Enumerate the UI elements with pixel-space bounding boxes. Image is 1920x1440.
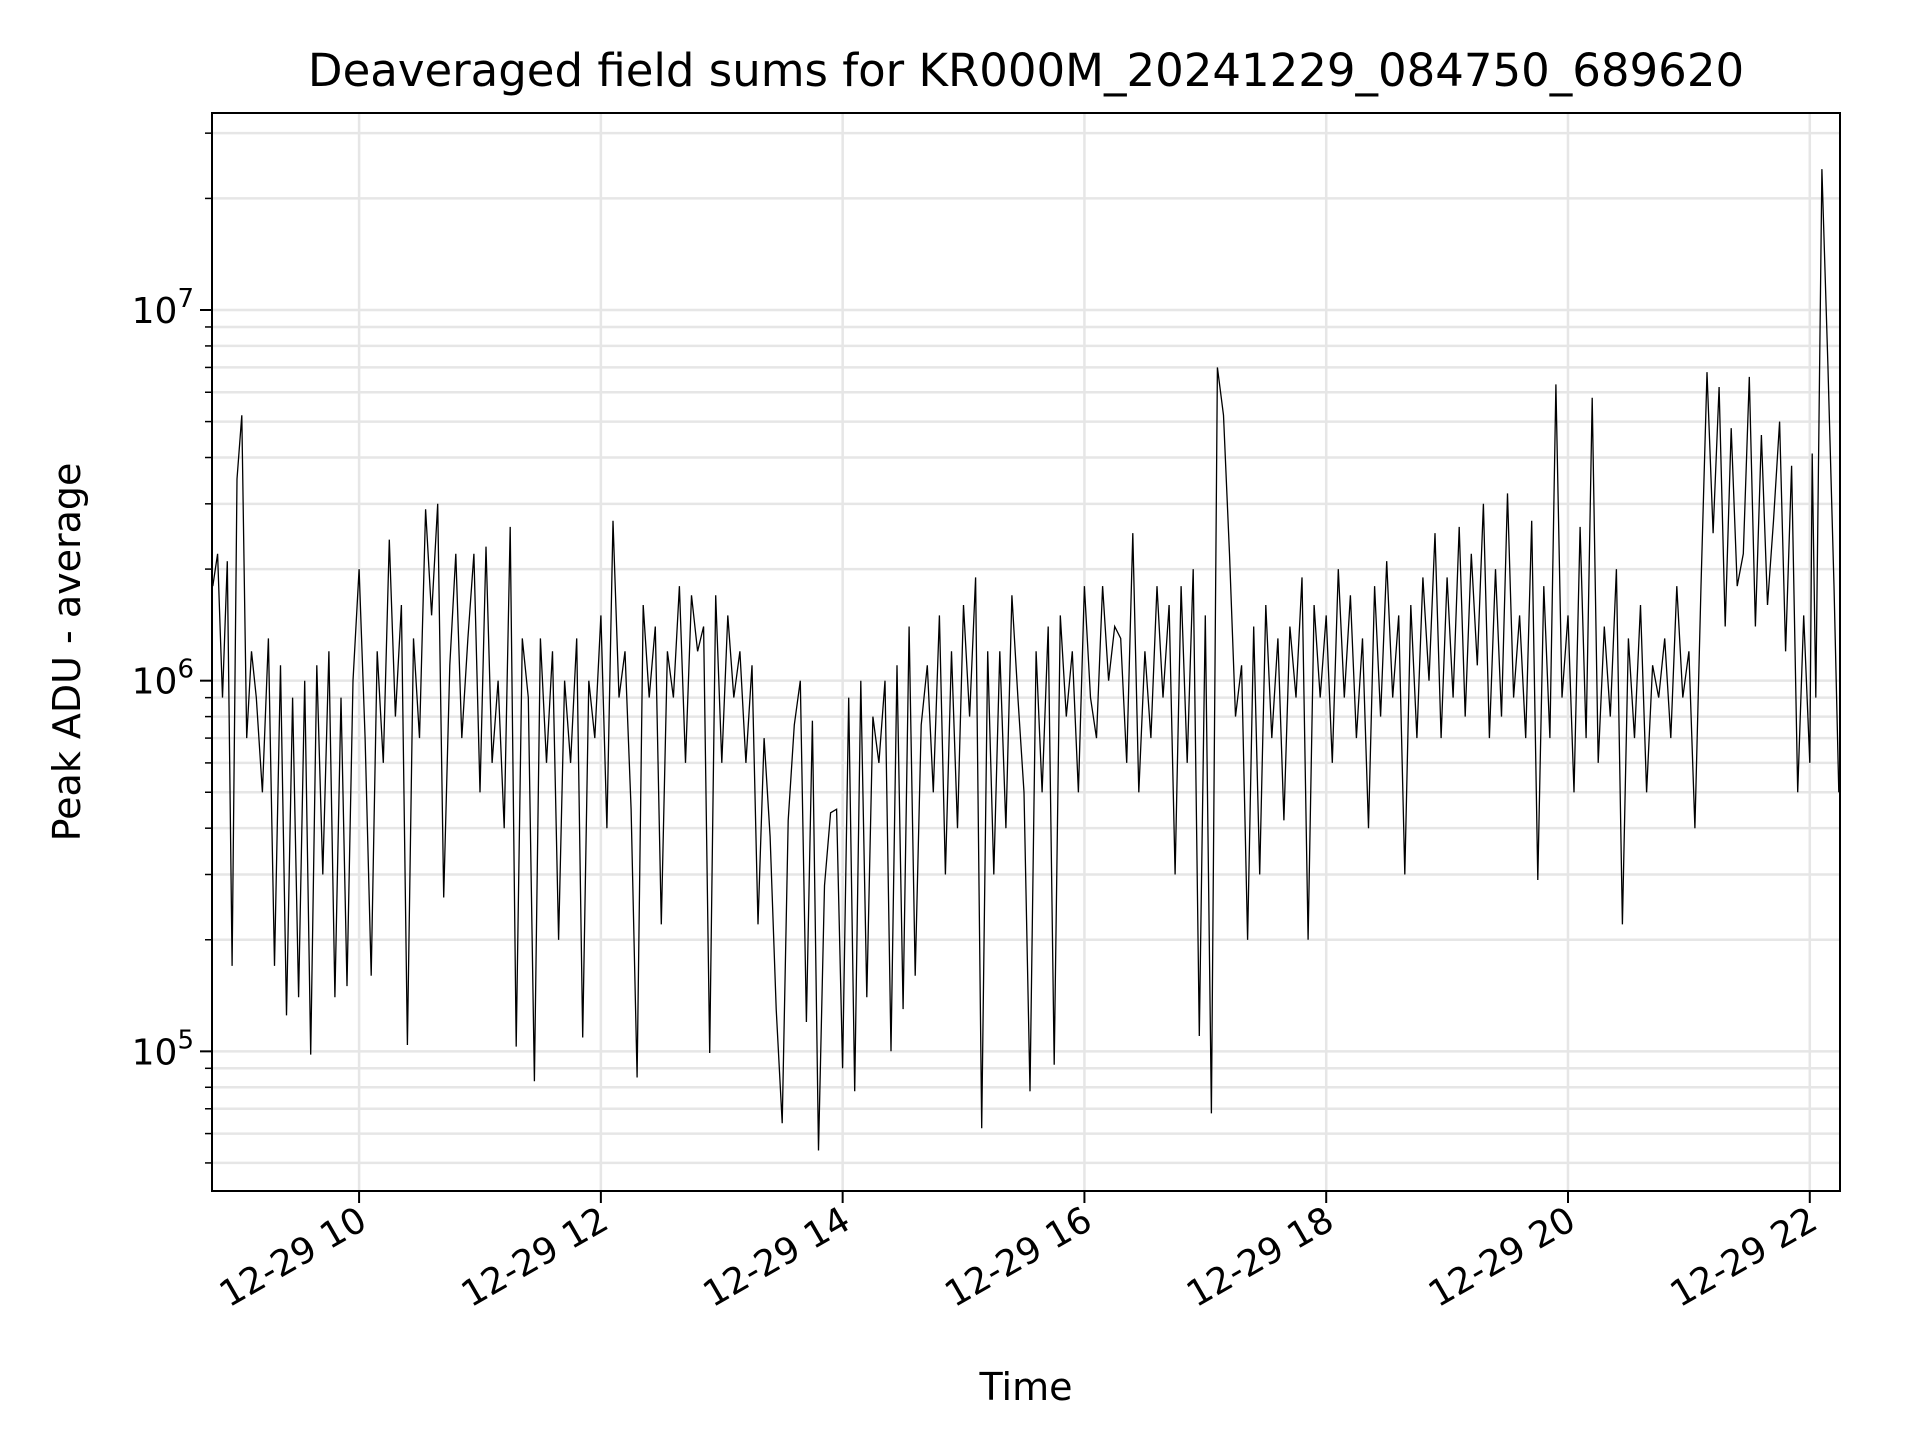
y-tick-label: 107 bbox=[132, 284, 194, 332]
series-line bbox=[212, 169, 1840, 1151]
grid-lines bbox=[212, 113, 1840, 1191]
plot-frame bbox=[211, 112, 1841, 1192]
y-axis-label: Peak ADU - average bbox=[45, 463, 89, 842]
x-axis-label: Time bbox=[979, 1365, 1073, 1409]
series-layer bbox=[212, 169, 1840, 1151]
y-tick-label: 106 bbox=[132, 655, 194, 703]
chart-title: Deaveraged field sums for KR000M_2024122… bbox=[308, 44, 1744, 97]
y-tick-label: 105 bbox=[132, 1025, 194, 1073]
